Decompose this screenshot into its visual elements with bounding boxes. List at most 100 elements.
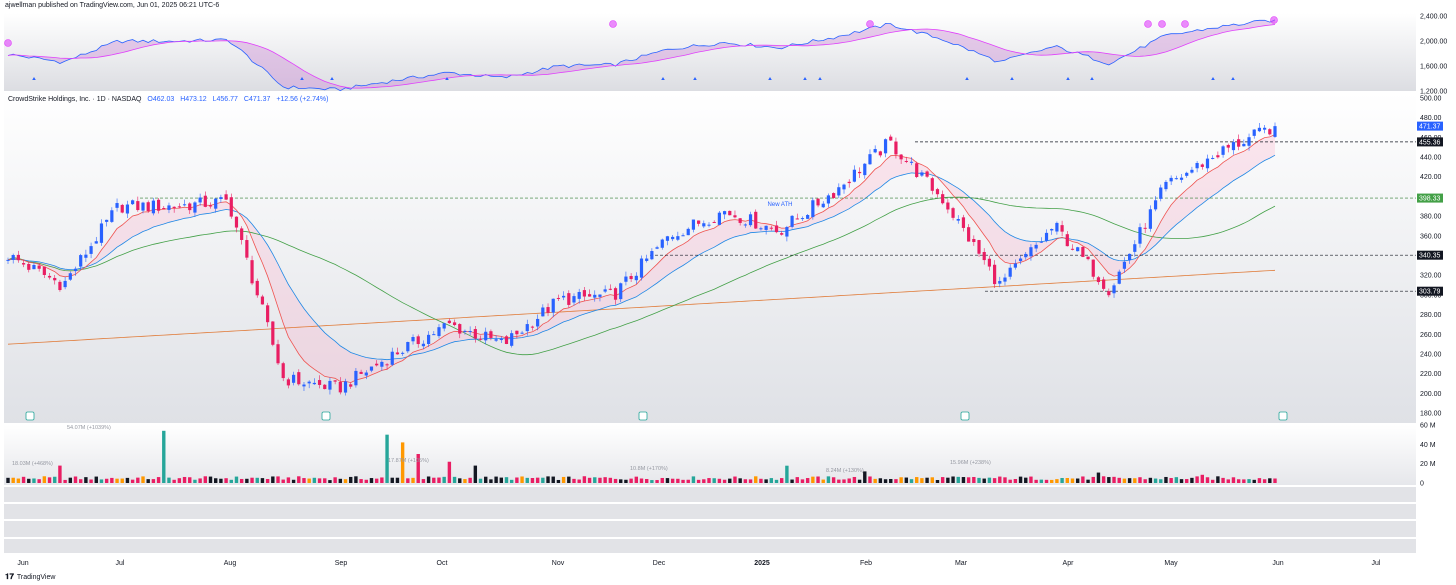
candle-body: [380, 361, 384, 367]
candle-body: [343, 381, 348, 393]
candle-body: [473, 329, 477, 339]
candle-body: [271, 321, 275, 345]
legend-open: O462.03: [147, 96, 174, 103]
volume-bar: [395, 477, 400, 483]
price-tick-label: 440.00: [1420, 155, 1442, 162]
volume-bar: [821, 479, 825, 483]
price-label: 471.37: [1419, 124, 1441, 131]
candle-body: [754, 211, 758, 229]
volume-bar: [1024, 477, 1028, 483]
candle-body: [141, 202, 145, 211]
candle-body: [1003, 277, 1007, 282]
price-label: 340.35: [1419, 253, 1441, 260]
candle-body: [1169, 177, 1173, 182]
candle-body: [1205, 158, 1210, 169]
candle-body: [619, 283, 623, 300]
price-tick-label: 480.00: [1420, 115, 1442, 122]
volume-bar: [925, 477, 929, 483]
volume-bar: [73, 476, 78, 483]
price-label: 455.36: [1419, 139, 1441, 146]
x-tick-label: Aug: [224, 560, 237, 567]
candle-body: [629, 276, 633, 280]
volume-bar: [733, 476, 737, 483]
volume-bar: [421, 479, 426, 483]
candle-body: [276, 344, 280, 364]
candle-body: [1138, 227, 1142, 244]
candle-body: [1133, 244, 1137, 252]
candle-body: [510, 333, 514, 346]
candle-body: [702, 223, 706, 227]
signal-triangle-icon: [1090, 77, 1094, 80]
volume-bar: [1070, 478, 1075, 483]
volume-bar: [842, 479, 846, 483]
indicator-tick-label: 1,200.00: [1420, 89, 1447, 96]
price-label-box: [1417, 250, 1443, 260]
volume-bar: [47, 477, 52, 483]
candle-body: [1122, 261, 1127, 269]
volume-bar: [868, 476, 872, 483]
volume-bar: [650, 480, 654, 483]
candle-body: [1252, 129, 1256, 136]
candle-body: [941, 194, 945, 204]
volume-bar: [598, 477, 602, 483]
chart-canvas[interactable]: New ATH 18.03M (+468%) 54.07M (+1039%) 17.…: [0, 0, 1456, 570]
volume-bar: [561, 476, 566, 483]
candle-body: [484, 331, 488, 341]
candle-body: [826, 195, 831, 204]
candle-body: [385, 364, 389, 366]
candle-body: [115, 203, 119, 208]
volume-bar: [1257, 478, 1262, 483]
candle-body: [868, 154, 872, 165]
candle-body: [982, 251, 986, 261]
volume-bar: [1086, 479, 1090, 483]
volume-bar: [489, 479, 493, 483]
candle-body: [748, 214, 753, 226]
sma50-line: [7, 196, 1276, 356]
candle-body: [1159, 187, 1163, 199]
publisher-header: ajwellman published on TradingView.com, …: [5, 2, 220, 9]
volume-bar: [670, 478, 675, 483]
volume-bar: [863, 471, 867, 483]
legend-title: CrowdStrike Holdings, Inc. · 1D · NASDAQ: [8, 96, 142, 103]
candle-body: [889, 136, 893, 141]
signal-triangle-icon: [330, 77, 334, 80]
volume-bar: [1039, 479, 1044, 483]
legend-high: H473.12: [180, 96, 207, 103]
candle-body: [837, 187, 841, 196]
candle-body: [21, 263, 26, 265]
signal-dot-icon: [866, 20, 874, 28]
x-tick-label: Mar: [955, 560, 968, 567]
signal-dot-icon: [1158, 20, 1166, 28]
signal-triangle-icon: [32, 77, 36, 80]
volume-bar: [909, 479, 914, 483]
volume-bar: [826, 476, 831, 483]
volume-bar: [1101, 476, 1106, 483]
candle-body: [234, 216, 239, 228]
volume-bar: [416, 454, 420, 483]
volume-bar: [1273, 478, 1277, 483]
candle-body: [162, 208, 166, 210]
volume-bar: [214, 478, 218, 483]
candle-body: [489, 331, 493, 338]
candle-body: [665, 236, 670, 241]
volume-bar: [603, 477, 607, 483]
volume-bar: [452, 476, 457, 483]
candle-body: [1117, 271, 1121, 284]
empty-panel-1: [4, 487, 1416, 502]
candle-body: [167, 205, 171, 210]
volume-bar: [162, 430, 166, 483]
candle-body: [63, 280, 67, 288]
candle-body: [572, 296, 576, 303]
candle-body: [686, 228, 690, 236]
volume-bar: [811, 476, 815, 483]
candle-body: [390, 351, 394, 365]
candle-body: [84, 254, 88, 258]
candle-body: [915, 163, 919, 178]
candle-body: [1257, 127, 1262, 132]
volume-bar: [1164, 476, 1168, 483]
volume-bar: [582, 476, 587, 483]
volume-bar: [1122, 478, 1127, 483]
volume-annotation: 15.96M (+238%): [950, 460, 991, 466]
volume-bar: [541, 477, 545, 483]
candle-body: [541, 307, 545, 317]
